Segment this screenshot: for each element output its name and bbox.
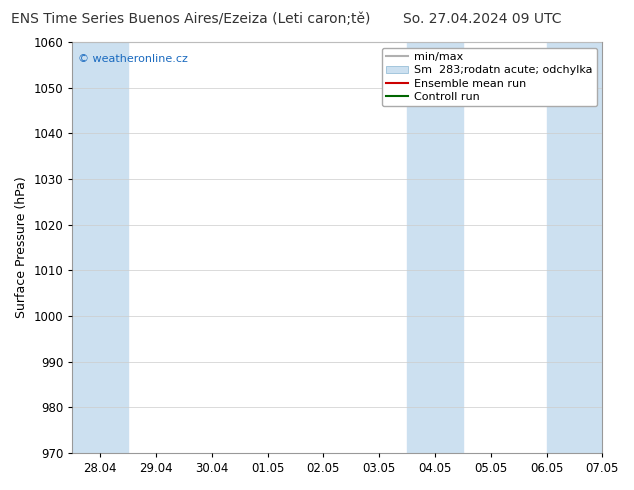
Y-axis label: Surface Pressure (hPa): Surface Pressure (hPa) (15, 176, 28, 318)
Text: © weatheronline.cz: © weatheronline.cz (77, 54, 188, 64)
Bar (547, 42, 602, 453)
Bar (72, 42, 128, 453)
Text: ENS Time Series Buenos Aires/Ezeiza (Leti caron;tě): ENS Time Series Buenos Aires/Ezeiza (Let… (11, 12, 370, 26)
Bar (407, 42, 463, 453)
Text: So. 27.04.2024 09 UTC: So. 27.04.2024 09 UTC (403, 12, 561, 26)
Legend: min/max, Sm  283;rodatn acute; odchylka, Ensemble mean run, Controll run: min/max, Sm 283;rodatn acute; odchylka, … (382, 48, 597, 106)
